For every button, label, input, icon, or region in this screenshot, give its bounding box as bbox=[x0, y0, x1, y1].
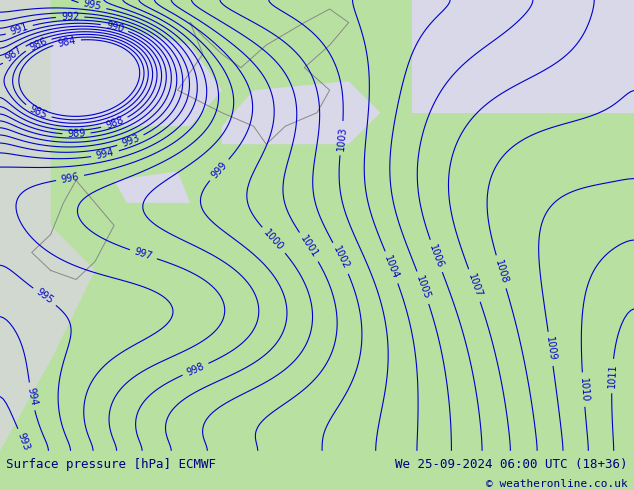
Text: 989: 989 bbox=[67, 129, 86, 139]
Text: Surface pressure [hPa] ECMWF: Surface pressure [hPa] ECMWF bbox=[6, 458, 216, 471]
Text: 986: 986 bbox=[28, 36, 49, 52]
Text: 990: 990 bbox=[105, 20, 125, 34]
Text: 992: 992 bbox=[61, 12, 79, 22]
Text: 1003: 1003 bbox=[335, 125, 347, 151]
Text: 991: 991 bbox=[9, 22, 29, 37]
Text: 985: 985 bbox=[28, 104, 49, 121]
Polygon shape bbox=[0, 23, 222, 126]
Text: 984: 984 bbox=[57, 35, 77, 49]
Text: 987: 987 bbox=[4, 45, 24, 64]
Text: 999: 999 bbox=[209, 160, 229, 180]
Text: 1002: 1002 bbox=[331, 245, 351, 271]
Text: 996: 996 bbox=[60, 172, 80, 185]
Text: 988: 988 bbox=[105, 115, 125, 131]
Text: 1001: 1001 bbox=[298, 234, 320, 260]
Text: 1000: 1000 bbox=[262, 228, 286, 252]
Text: We 25-09-2024 06:00 UTC (18+36): We 25-09-2024 06:00 UTC (18+36) bbox=[395, 458, 628, 471]
Text: 998: 998 bbox=[185, 361, 206, 378]
Text: 994: 994 bbox=[95, 147, 115, 161]
Text: 997: 997 bbox=[133, 246, 153, 262]
Polygon shape bbox=[222, 81, 380, 144]
Text: 1011: 1011 bbox=[607, 364, 618, 389]
Text: 1010: 1010 bbox=[578, 377, 590, 402]
Polygon shape bbox=[114, 172, 190, 203]
Text: 1006: 1006 bbox=[427, 243, 445, 269]
Text: 1007: 1007 bbox=[466, 272, 483, 299]
Polygon shape bbox=[0, 0, 95, 451]
Text: 993: 993 bbox=[120, 133, 141, 149]
Text: 995: 995 bbox=[82, 0, 103, 12]
Text: 1008: 1008 bbox=[493, 259, 510, 285]
Text: 993: 993 bbox=[16, 431, 32, 452]
Text: 995: 995 bbox=[34, 287, 55, 306]
Text: 994: 994 bbox=[25, 387, 39, 406]
Text: 1004: 1004 bbox=[382, 254, 401, 281]
Polygon shape bbox=[412, 0, 634, 113]
Text: © weatheronline.co.uk: © weatheronline.co.uk bbox=[486, 479, 628, 489]
Text: 1009: 1009 bbox=[544, 336, 557, 362]
Text: 1005: 1005 bbox=[414, 274, 432, 301]
